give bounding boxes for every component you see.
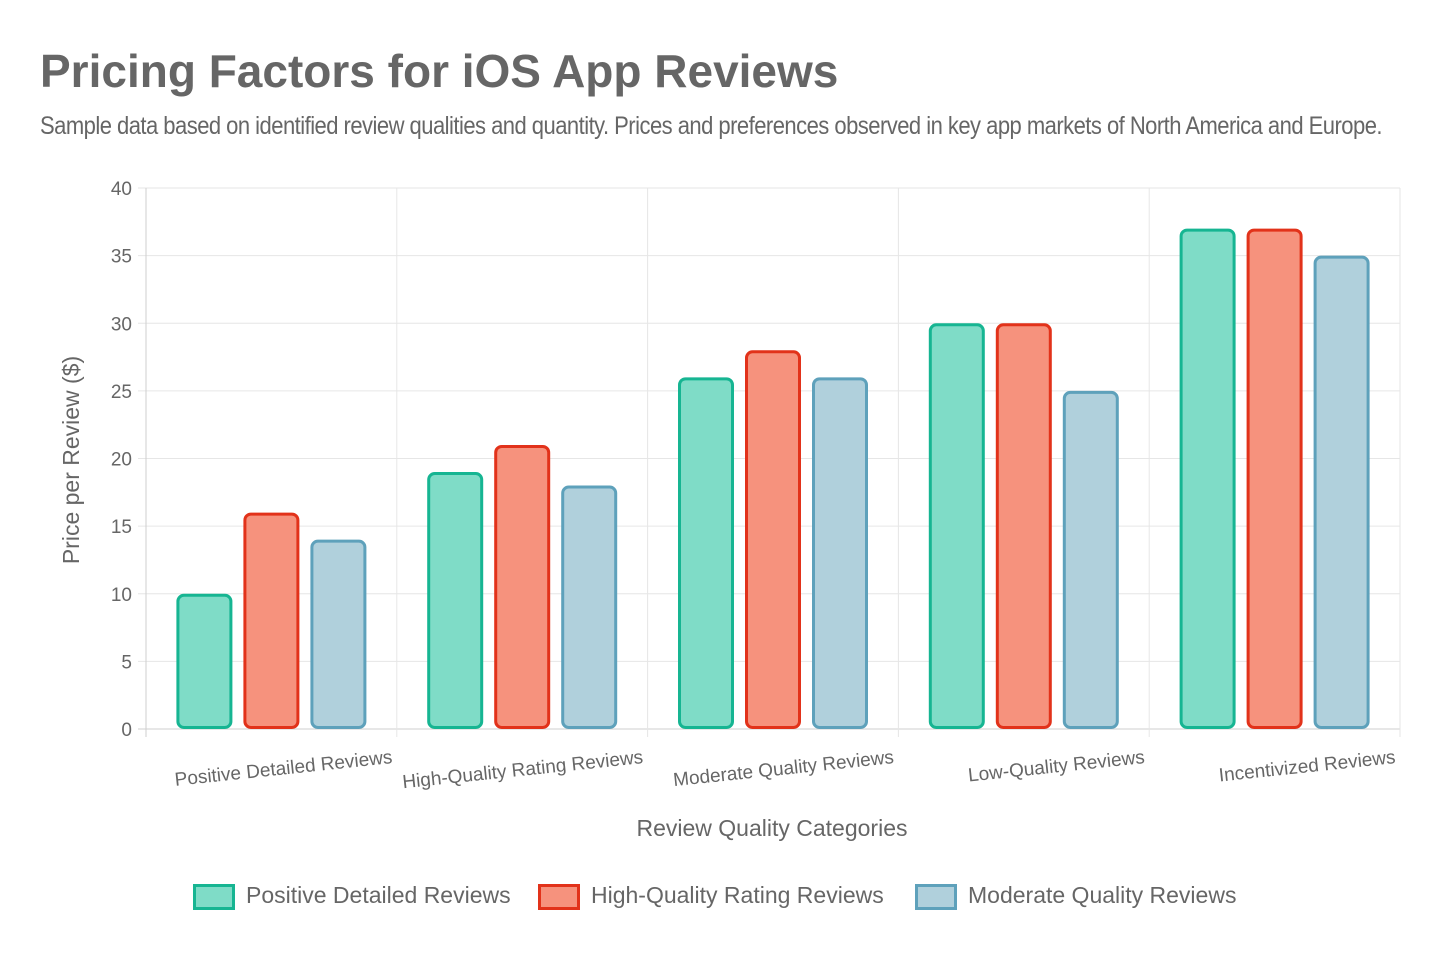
bar[interactable]	[812, 377, 868, 729]
y-tick-label: 15	[111, 517, 132, 538]
bar[interactable]	[243, 512, 300, 729]
bar[interactable]	[494, 444, 551, 729]
y-tick-label: 0	[121, 720, 132, 741]
x-tick-label: Positive Detailed Reviews	[174, 747, 394, 791]
bar[interactable]	[427, 472, 484, 729]
x-axis-ticks: Positive Detailed Reviews High-Quality Ra…	[174, 747, 1397, 793]
bar[interactable]	[928, 323, 985, 729]
legend-label[interactable]: Positive Detailed Reviews	[246, 882, 511, 908]
x-tick-label: Low-Quality Reviews	[967, 747, 1146, 786]
bar[interactable]	[1313, 255, 1370, 729]
y-tick-label: 40	[111, 179, 132, 200]
bar[interactable]	[745, 350, 801, 729]
bar[interactable]	[1179, 228, 1236, 729]
bar[interactable]	[176, 593, 233, 729]
y-axis-ticks: 0 5 10 15 20 25 30 35 40	[111, 179, 132, 741]
bar[interactable]	[1246, 228, 1303, 729]
x-tick-label: Moderate Quality Reviews	[672, 747, 895, 791]
legend-swatch	[538, 884, 580, 910]
y-tick-label: 20	[111, 450, 132, 471]
chart-subtitle: Sample data based on identified review q…	[40, 112, 1383, 140]
bar[interactable]	[310, 539, 367, 730]
legend-label[interactable]: Moderate Quality Reviews	[968, 882, 1236, 908]
bar[interactable]	[561, 485, 618, 729]
y-tick-label: 30	[111, 314, 132, 335]
x-tick-label: High-Quality Rating Reviews	[401, 747, 644, 793]
y-tick-label: 5	[121, 652, 132, 673]
chart-legend: Positive Detailed Reviews High-Quality Ra…	[193, 882, 1236, 910]
legend-label[interactable]: High-Quality Rating Reviews	[591, 882, 884, 908]
y-tick-label: 10	[111, 585, 132, 606]
x-axis-label: Review Quality Categories	[636, 815, 907, 841]
bar[interactable]	[995, 323, 1052, 729]
bar[interactable]	[678, 377, 734, 729]
legend-swatch	[915, 884, 957, 910]
y-axis-label: Price per Review ($)	[58, 356, 84, 564]
x-tick-label: Incentivized Reviews	[1218, 747, 1397, 786]
chart-bars	[176, 228, 1370, 730]
chart-title: Pricing Factors for iOS App Reviews	[40, 45, 839, 97]
legend-swatch	[193, 884, 235, 910]
bar[interactable]	[1062, 390, 1119, 729]
y-tick-label: 35	[111, 247, 132, 268]
y-tick-label: 25	[111, 382, 132, 403]
